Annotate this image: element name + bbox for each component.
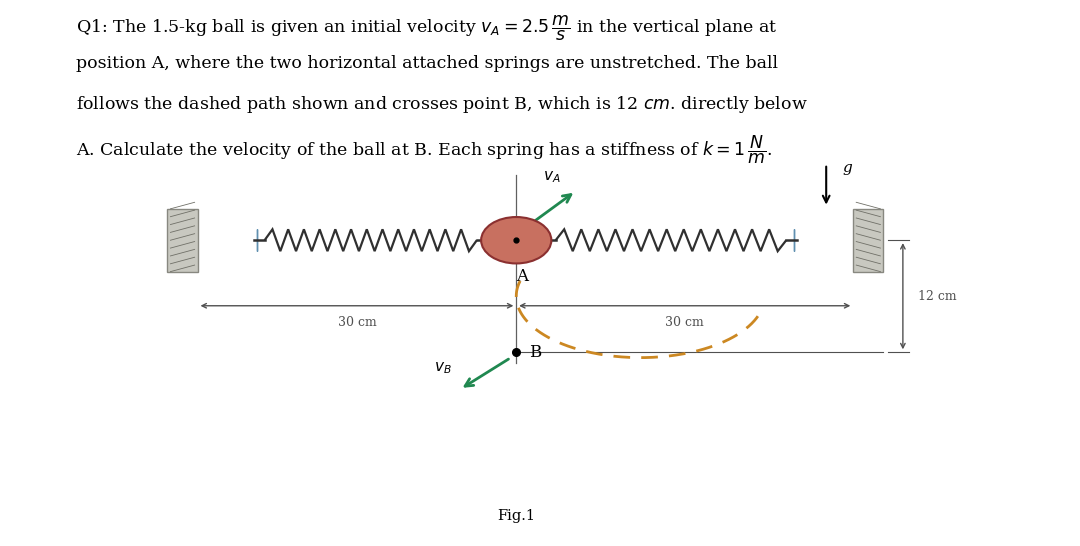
Text: follows the dashed path shown and crosses point B, which is 12 $cm$. directly be: follows the dashed path shown and crosse… xyxy=(76,94,807,115)
Text: g: g xyxy=(842,161,852,175)
Text: Fig.1: Fig.1 xyxy=(497,509,536,523)
Text: 30 cm: 30 cm xyxy=(665,316,704,329)
Text: position A, where the two horizontal attached springs are unstretched. The ball: position A, where the two horizontal att… xyxy=(76,55,778,72)
Text: 30 cm: 30 cm xyxy=(338,316,376,329)
FancyBboxPatch shape xyxy=(853,209,883,271)
Text: A: A xyxy=(515,268,528,285)
Text: A. Calculate the velocity of the ball at B. Each spring has a stiffness of $k = : A. Calculate the velocity of the ball at… xyxy=(76,133,772,165)
Text: $v_A$: $v_A$ xyxy=(543,169,561,185)
Text: B: B xyxy=(529,343,541,361)
Ellipse shape xyxy=(482,217,552,263)
FancyBboxPatch shape xyxy=(167,209,198,271)
Text: Q1: The 1.5-kg ball is given an initial velocity $v_A = 2.5\,\dfrac{m}{s}$ in th: Q1: The 1.5-kg ball is given an initial … xyxy=(76,14,778,43)
Text: $v_B$: $v_B$ xyxy=(434,360,451,376)
Text: 12 cm: 12 cm xyxy=(918,290,957,302)
